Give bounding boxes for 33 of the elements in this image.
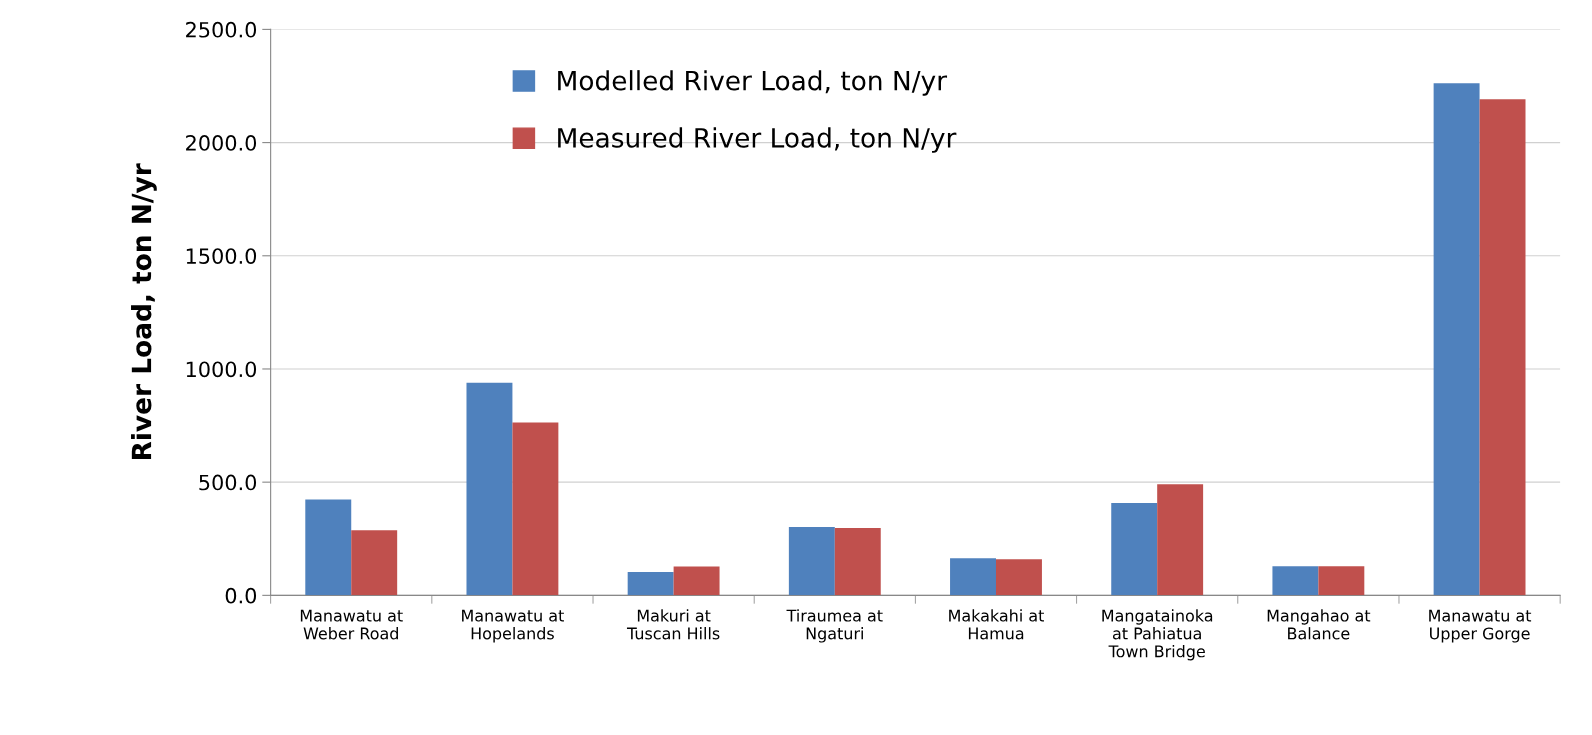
- bar: [1272, 566, 1319, 596]
- bar: [1157, 484, 1204, 596]
- x-tick-label: Manawatu at Weber Road: [300, 609, 403, 640]
- bar: [788, 526, 835, 596]
- bar: [1111, 502, 1158, 596]
- bar: [1479, 99, 1526, 596]
- bar: [351, 530, 398, 596]
- bar: [627, 572, 674, 596]
- legend-label: Measured River Load, ton N/yr: [558, 127, 957, 153]
- x-tick-label: Manawatu at Upper Gorge: [1429, 609, 1532, 643]
- y-axis-title: River Load, ton N/yr: [131, 163, 157, 460]
- x-tick-label: Makakahi at Hamua: [949, 609, 1044, 640]
- x-tick-label: Tiraumea at Ngaturi: [786, 609, 883, 643]
- y-tick-label: 2500.0: [186, 21, 257, 38]
- bar: [466, 382, 513, 596]
- bar: [512, 422, 559, 596]
- bar: [305, 499, 352, 596]
- y-tick-label: 0.0: [225, 587, 257, 604]
- y-tick-label: 2000.0: [186, 135, 257, 151]
- bar: [673, 566, 720, 596]
- y-tick-label: 1500.0: [186, 248, 257, 264]
- x-tick-label: Makuri at Tuscan Hills: [626, 609, 720, 640]
- y-tick-label: 1000.0: [186, 361, 257, 378]
- y-tick-label: 500.0: [199, 474, 257, 491]
- x-tick-label: Mangatainoka at Pahiatua Town Bridge: [1102, 609, 1213, 661]
- bar: [996, 559, 1042, 596]
- bar: [1318, 566, 1365, 596]
- x-tick-label: Mangahao at Balance: [1267, 609, 1371, 640]
- legend-label: Modelled River Load, ton N/yr: [558, 70, 948, 96]
- bar: [834, 527, 881, 596]
- bar: [1433, 83, 1480, 596]
- bar: [950, 558, 996, 596]
- x-tick-label: Manawatu at Hopelands: [462, 609, 564, 643]
